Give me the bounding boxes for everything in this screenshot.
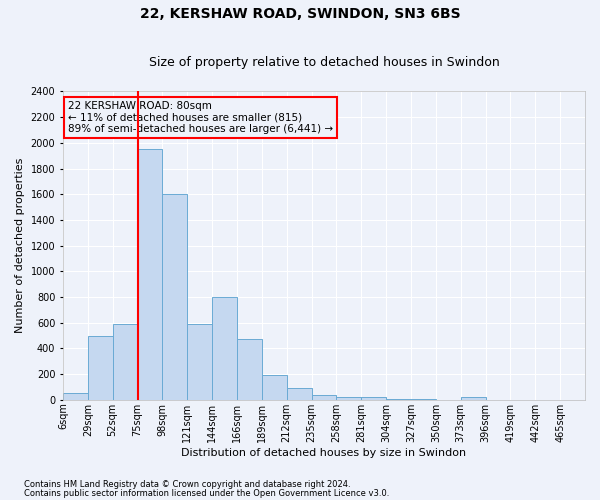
Bar <box>63 394 88 400</box>
Bar <box>88 336 113 400</box>
Bar <box>113 324 137 400</box>
Bar <box>163 194 187 400</box>
Text: 22 KERSHAW ROAD: 80sqm
← 11% of detached houses are smaller (815)
89% of semi-de: 22 KERSHAW ROAD: 80sqm ← 11% of detached… <box>68 100 333 134</box>
Bar <box>386 399 411 400</box>
Text: Contains HM Land Registry data © Crown copyright and database right 2024.: Contains HM Land Registry data © Crown c… <box>24 480 350 489</box>
Bar <box>311 396 337 400</box>
Bar <box>187 324 212 400</box>
Bar <box>411 399 436 400</box>
Text: Contains public sector information licensed under the Open Government Licence v3: Contains public sector information licen… <box>24 488 389 498</box>
Text: 22, KERSHAW ROAD, SWINDON, SN3 6BS: 22, KERSHAW ROAD, SWINDON, SN3 6BS <box>140 8 460 22</box>
Bar <box>137 150 163 400</box>
Bar <box>212 297 237 400</box>
Bar <box>461 397 485 400</box>
Title: Size of property relative to detached houses in Swindon: Size of property relative to detached ho… <box>149 56 499 70</box>
Y-axis label: Number of detached properties: Number of detached properties <box>15 158 25 334</box>
Bar <box>287 388 311 400</box>
Bar <box>262 376 287 400</box>
Bar <box>361 397 386 400</box>
Bar <box>237 340 262 400</box>
Bar <box>337 397 361 400</box>
X-axis label: Distribution of detached houses by size in Swindon: Distribution of detached houses by size … <box>181 448 467 458</box>
